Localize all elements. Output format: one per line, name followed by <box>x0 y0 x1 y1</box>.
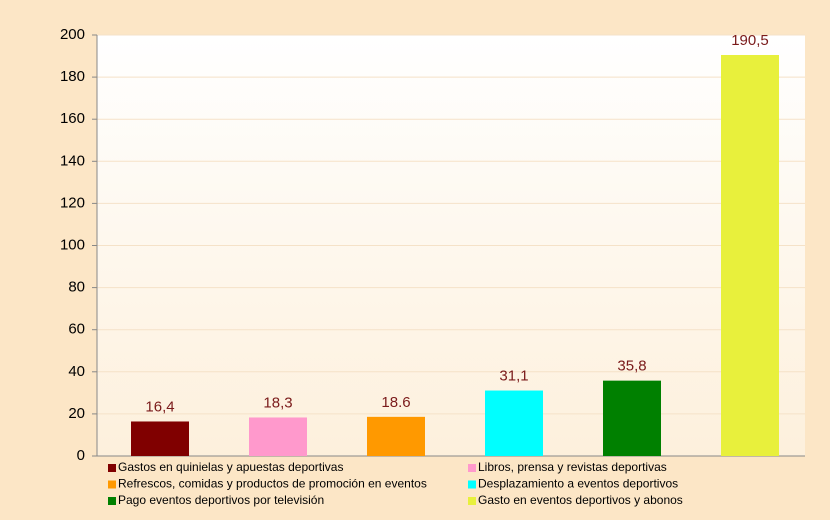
y-tick-label: 80 <box>68 279 85 296</box>
y-tick-label: 140 <box>60 152 85 169</box>
y-tick-label: 180 <box>60 68 85 85</box>
legend-label: Gasto en eventos deportivos y abonos <box>478 493 683 507</box>
y-tick-label: 40 <box>68 363 85 380</box>
legend-swatch <box>108 497 116 505</box>
value-label: 190,5 <box>731 32 769 49</box>
y-tick-label: 120 <box>60 194 85 211</box>
legend-swatch <box>108 480 116 489</box>
legend-label: Gastos en quinielas y apuestas deportiva… <box>118 460 343 474</box>
legend-swatch <box>468 464 476 472</box>
bar <box>603 380 661 456</box>
y-tick-label: 160 <box>60 110 85 127</box>
y-tick-label: 100 <box>60 236 85 253</box>
y-tick-label: 200 <box>60 26 85 43</box>
value-label: 18,3 <box>263 394 292 411</box>
bar <box>249 417 307 456</box>
legend-swatch <box>468 480 476 489</box>
legend-swatch <box>108 464 116 472</box>
legend-label: Pago eventos deportivos por televisión <box>118 493 324 507</box>
y-tick-label: 0 <box>77 447 85 464</box>
legend-label: Refrescos, comidas y productos de promoc… <box>118 477 427 491</box>
value-label: 18.6 <box>381 394 410 411</box>
legend-label: Desplazamiento a eventos deportivos <box>478 477 678 491</box>
bar <box>485 390 543 456</box>
y-tick-label: 60 <box>68 321 85 338</box>
bar <box>721 54 779 457</box>
legend-swatch <box>468 497 476 505</box>
bar <box>367 416 425 456</box>
bar <box>131 421 189 456</box>
legend-label: Libros, prensa y revistas deportivas <box>478 460 667 474</box>
value-label: 16,4 <box>145 398 174 415</box>
y-tick-label: 20 <box>68 405 85 422</box>
value-label: 31,1 <box>499 368 528 385</box>
value-label: 35,8 <box>617 358 646 375</box>
